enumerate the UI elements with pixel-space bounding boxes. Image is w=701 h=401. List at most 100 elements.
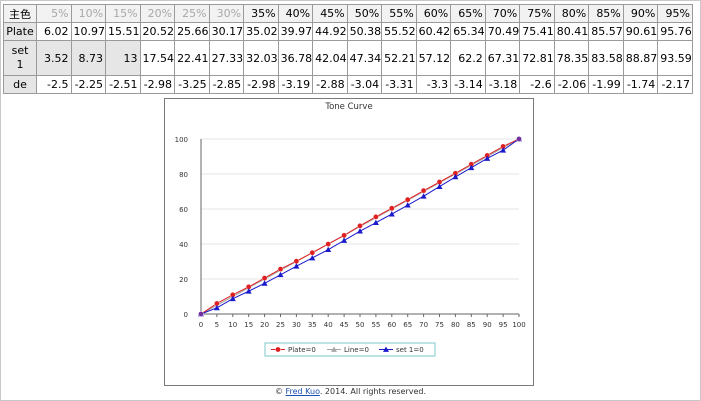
header-cell: 40% [277, 4, 314, 23]
table-cell: -2.17 [657, 75, 693, 94]
header-cell: 20% [139, 4, 176, 23]
table-row: set 1 3.52 8.73 13 17.54 22.41 27.33 32.03 36.78… [3, 40, 693, 76]
x-tick-label: 40 [324, 321, 333, 329]
table-cell: 36.78 [277, 40, 314, 76]
x-tick-label: 30 [292, 321, 301, 329]
x-tick-label: 45 [340, 321, 349, 329]
table-cell: 70.49 [484, 22, 521, 41]
x-tick-label: 95 [499, 321, 508, 329]
data-point [357, 228, 363, 234]
row-label: set 1 [3, 40, 37, 76]
data-point [500, 147, 507, 153]
table-cell: 10.97 [70, 22, 107, 41]
data-point [452, 173, 459, 180]
table-cell: 3.52 [36, 40, 72, 76]
table-cell: 52.21 [381, 40, 417, 76]
y-tick-label: 60 [179, 206, 188, 214]
table-cell: 55.52 [381, 22, 417, 41]
table-cell: 88.87 [622, 40, 659, 76]
x-tick-label: 70 [419, 321, 428, 329]
header-cell: 70% [484, 4, 521, 23]
data-point [484, 155, 491, 161]
data-point [388, 205, 395, 212]
table-cell: -3.14 [450, 75, 486, 94]
x-tick-label: 55 [371, 321, 380, 329]
data-point [198, 311, 204, 317]
row-label: de [3, 75, 37, 94]
header-cell: 55% [381, 4, 417, 23]
table-cell: 67.31 [484, 40, 521, 76]
table-cell: 15.51 [105, 22, 141, 41]
table-header-row: 主色 5% 10% 15% 20% 25% 30% 35% 40% 45% 50% 55% 60% 65%… [3, 4, 693, 23]
table-cell: 17.54 [139, 40, 176, 76]
header-cell: 10% [70, 4, 107, 23]
author-link[interactable]: Fred Kuo [285, 387, 320, 396]
header-cell: 50% [346, 4, 383, 23]
data-point [325, 241, 331, 247]
table-cell: 50.38 [346, 22, 383, 41]
data-point [372, 219, 379, 226]
table-cell: 22.41 [174, 40, 210, 76]
header-cell: 15% [105, 4, 141, 23]
x-tick-label: 60 [387, 321, 396, 329]
data-point [388, 211, 395, 217]
data-point [420, 187, 427, 194]
footer-rights-text: . 2014. All rights reserved. [319, 387, 427, 396]
header-cell: 95% [657, 4, 693, 23]
tone-data-table: 主色 5% 10% 15% 20% 25% 30% 35% 40% 45% 50% 55% 60% 65%… [3, 4, 693, 94]
header-cell: 5% [36, 4, 72, 23]
table-cell: 72.81 [519, 40, 555, 76]
table-cell: 25.66 [174, 22, 210, 41]
table-cell: 62.2 [450, 40, 486, 76]
legend-label: Line=0 [344, 346, 369, 354]
legend-marker [331, 346, 337, 352]
table-cell: -2.5 [36, 75, 72, 94]
data-point [261, 280, 268, 286]
table-cell: 78.35 [553, 40, 590, 76]
table-cell: 8.73 [70, 40, 107, 76]
legend-marker [275, 346, 281, 353]
y-tick-label: 20 [179, 276, 188, 284]
data-point [373, 214, 379, 220]
x-tick-label: 10 [228, 321, 237, 329]
table-cell: -3.18 [484, 75, 521, 94]
table-cell: 60.42 [415, 22, 452, 41]
data-point [277, 271, 284, 278]
data-point [404, 196, 411, 203]
data-point [229, 295, 236, 302]
x-tick-label: 35 [308, 321, 317, 329]
table-cell: -2.51 [105, 75, 141, 94]
header-cell: 45% [312, 4, 348, 23]
table-cell: 75.41 [519, 22, 555, 41]
header-cell: 30% [208, 4, 245, 23]
data-point [293, 258, 300, 265]
data-point [261, 275, 268, 281]
footer: © Fred Kuo. 2014. All rights reserved. [0, 387, 701, 396]
table-cell: 6.02 [36, 22, 72, 41]
header-cell: 90% [622, 4, 659, 23]
data-point [436, 183, 443, 189]
table-cell: -2.98 [243, 75, 279, 94]
table-cell: -2.88 [312, 75, 348, 94]
table-cell: -3.04 [346, 75, 383, 94]
x-tick-label: 20 [260, 321, 269, 329]
table-cell: -3.25 [174, 75, 210, 94]
data-point [245, 288, 252, 294]
data-point [309, 254, 316, 261]
x-tick-label: 85 [467, 321, 476, 329]
table-cell: -1.74 [622, 75, 659, 94]
table-cell: 20.52 [139, 22, 176, 41]
y-tick-label: 0 [184, 311, 188, 319]
table-cell: -1.99 [588, 75, 624, 94]
header-cell: 25% [174, 4, 210, 23]
table-cell: -3.31 [381, 75, 417, 94]
table-cell: 13 [105, 40, 141, 76]
chart-svg: Tone Curve 0 20 40 60 80 100 0 5 10 15 20 25 30 35 40 45… [175, 102, 526, 357]
header-cell: 80% [553, 4, 590, 23]
x-tick-label: 90 [483, 321, 492, 329]
header-cell: 35% [243, 4, 279, 23]
data-point [420, 193, 427, 199]
table-cell: 65.34 [450, 22, 486, 41]
table-cell: 93.59 [657, 40, 693, 76]
x-tick-label: 80 [451, 321, 460, 329]
